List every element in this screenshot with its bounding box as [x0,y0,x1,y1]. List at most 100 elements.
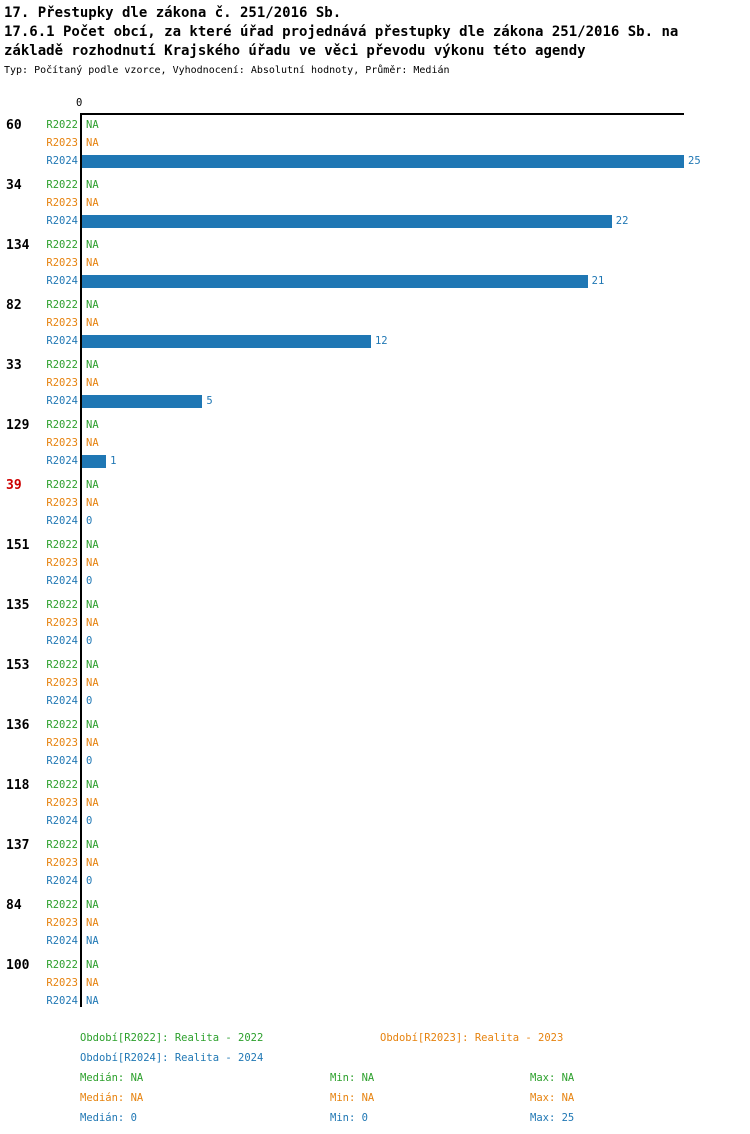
bar-group: 82 R2022 NA R2023 NA R2024 12 [0,296,750,356]
value-label: NA [86,737,99,749]
series-label: R2024 [46,395,78,407]
series-label: R2024 [46,995,78,1007]
group-label: 153 [6,657,30,673]
value-label: 12 [374,335,388,347]
bar-row: R2024 21 [0,272,750,290]
value-label: NA [86,959,99,971]
bar-area: NA [78,899,750,911]
series-label: R2024 [46,695,78,707]
series-label: R2022 [46,959,78,971]
group-label: 129 [6,417,30,433]
value-label: NA [86,857,99,869]
series-label: R2024 [46,215,78,227]
series-label: R2024 [46,635,78,647]
bar-area: NA [78,839,750,851]
bar-row: R2024 0 [0,872,750,890]
bar-area: NA [78,497,750,509]
series-label: R2024 [46,335,78,347]
series-label: R2023 [46,497,78,509]
bar-area: NA [78,437,750,449]
bar-area: NA [78,719,750,731]
value-label: NA [86,677,99,689]
series-label: R2023 [46,197,78,209]
stat-median-r2024: Medián: 0 [80,1112,137,1124]
bar-group: 136 R2022 NA R2023 NA R2024 0 [0,716,750,776]
legend-item-r2023: Období[R2023]: Realita - 2023 [380,1032,564,1044]
bar-row: 60 R2022 NA [0,116,750,134]
legend-item-r2024: Období[R2024]: Realita - 2024 [80,1052,264,1064]
bar-row: R2023 NA [0,974,750,992]
group-label: 137 [6,837,30,853]
series-label: R2022 [46,479,78,491]
bar-row: R2023 NA [0,734,750,752]
bar-row: R2024 0 [0,692,750,710]
bar-row: R2024 NA [0,932,750,950]
bar-group: 118 R2022 NA R2023 NA R2024 0 [0,776,750,836]
series-label: R2023 [46,677,78,689]
value-label: NA [86,239,99,251]
bar-row: R2023 NA [0,674,750,692]
group-label: 33 [6,357,22,373]
bar-row: R2024 NA [0,992,750,1010]
stat-min-r2023: Min: NA [330,1092,375,1104]
bar [82,334,371,348]
series-label: R2024 [46,155,78,167]
bar-area: NA [78,137,750,149]
bar-row: R2024 0 [0,812,750,830]
value-label: NA [86,779,99,791]
bar-row: R2024 22 [0,212,750,230]
stat-median-r2022: Medián: NA [80,1072,144,1084]
legend-item-r2022: Období[R2022]: Realita - 2022 [80,1032,264,1044]
stat-max-r2023: Max: NA [530,1092,575,1104]
series-label: R2023 [46,557,78,569]
bar-row: 39 R2022 NA [0,476,750,494]
value-label: NA [86,935,99,947]
series-label: R2023 [46,257,78,269]
series-label: R2023 [46,737,78,749]
bar-area: NA [78,299,750,311]
stat-max-r2022: Max: NA [530,1072,575,1084]
series-label: R2022 [46,719,78,731]
bar-row: 136 R2022 NA [0,716,750,734]
bar-area: NA [78,359,750,371]
chart-stats: Medián: NA Min: NA Max: NA Medián: NA Mi… [80,1068,740,1128]
value-label: 0 [86,635,93,647]
series-label: R2024 [46,755,78,767]
value-label: NA [86,137,99,149]
series-label: R2023 [46,977,78,989]
value-label: NA [86,179,99,191]
value-label: NA [86,659,99,671]
bar-group: 135 R2022 NA R2023 NA R2024 0 [0,596,750,656]
bar-row: R2024 25 [0,152,750,170]
bar-row: 33 R2022 NA [0,356,750,374]
bar-area: NA [78,677,750,689]
value-label: NA [86,359,99,371]
value-label: NA [86,599,99,611]
stat-max-r2024: Max: 25 [530,1112,575,1124]
bar [82,214,612,228]
value-label: NA [86,899,99,911]
value-label: 1 [110,455,117,467]
value-label: 21 [591,275,605,287]
bar-area: 0 [78,875,750,887]
stat-min-r2022: Min: NA [330,1072,375,1084]
bar-group: 134 R2022 NA R2023 NA R2024 21 [0,236,750,296]
bar-area: NA [78,377,750,389]
group-label: 134 [6,237,30,253]
group-label: 39 [6,477,22,493]
value-label: NA [86,839,99,851]
series-label: R2023 [46,617,78,629]
bar-area: 0 [78,575,750,587]
value-label: 0 [86,695,93,707]
series-label: R2024 [46,515,78,527]
bar-row: 134 R2022 NA [0,236,750,254]
value-label: NA [86,497,99,509]
value-label: 22 [615,215,629,227]
bar-area: NA [78,539,750,551]
value-label: NA [86,119,99,131]
value-label: 25 [688,155,701,167]
bar-row: R2024 1 [0,452,750,470]
stat-median-r2023: Medián: NA [80,1092,144,1104]
group-label: 135 [6,597,30,613]
group-label: 82 [6,297,22,313]
